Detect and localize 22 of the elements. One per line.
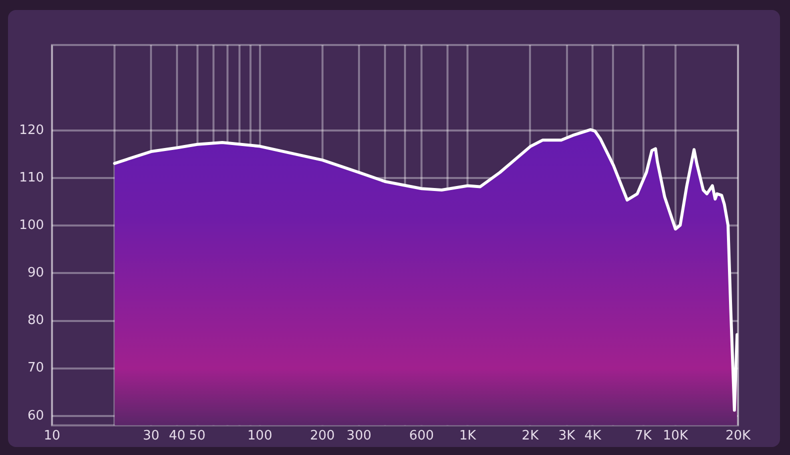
y-tick-label: 100	[19, 218, 44, 234]
x-tick-label: 10	[44, 428, 60, 444]
x-tick-label: 10K	[662, 428, 688, 444]
y-tick-label: 70	[27, 360, 44, 376]
x-tick-label: 100	[247, 428, 272, 444]
y-tick-label: 80	[27, 313, 44, 328]
x-tick-label: 600	[409, 428, 434, 444]
y-tick-label: 120	[19, 122, 44, 138]
x-tick-label: 20K	[725, 428, 752, 444]
x-tick-label: 30	[142, 428, 160, 444]
y-tick-label: 90	[27, 266, 44, 281]
y-tick-label: 110	[19, 170, 44, 186]
x-tick-label: 200	[310, 428, 335, 444]
x-tick-label: 1K	[459, 428, 476, 444]
x-tick-label: 2K	[522, 428, 540, 444]
x-tick-label: 3K	[558, 428, 576, 444]
x-tick-label: 300	[346, 428, 372, 444]
y-tick-label: 60	[27, 408, 44, 424]
x-tick-label: 4K	[584, 428, 602, 444]
x-tick-label: 50	[188, 428, 206, 444]
x-tick-label: 7K	[634, 428, 652, 444]
x-tick-label: 40	[168, 428, 186, 444]
